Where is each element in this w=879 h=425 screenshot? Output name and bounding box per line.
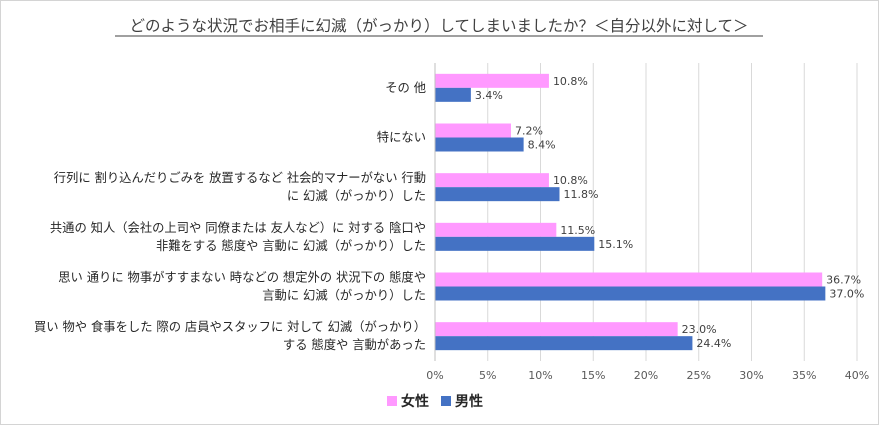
category-label: 思い 通りに 物事がすすまない 時などの 想定外の 状況下の 態度や — [58, 270, 426, 285]
category-label: 行列に 割り込んだりごみを 放置するなど 社会的マナーがない 行動 — [54, 170, 426, 185]
legend-label: 男性 — [455, 393, 483, 410]
data-label: 10.8% — [553, 75, 588, 88]
data-label: 11.5% — [560, 224, 595, 237]
data-label: 24.4% — [696, 337, 731, 350]
bar-male — [435, 87, 471, 102]
bars: 10.8%3.4%7.2%8.4%10.8%11.8%11.5%15.1%36.… — [434, 63, 864, 361]
legend-label: 女性 — [401, 393, 429, 410]
x-tick-label: 30% — [739, 369, 763, 382]
bar-male — [435, 336, 693, 351]
legend-swatch — [387, 396, 397, 406]
category-label: 非難をする 態度や 言動に 幻滅（がっかり）した — [156, 238, 426, 253]
data-label: 3.4% — [475, 89, 503, 102]
x-tick-label: 25% — [687, 369, 711, 382]
data-label: 11.8% — [563, 188, 598, 201]
bar-female — [435, 173, 549, 188]
bar-male — [435, 137, 524, 152]
chart-title: どのような状況でお相手に幻滅（がっかり）してしまいましたか？＜自分以外に対して＞ — [129, 17, 748, 35]
x-tick-label: 40% — [845, 369, 869, 382]
bar-male — [435, 187, 560, 202]
bar-female — [435, 322, 678, 337]
bar-female — [435, 73, 549, 88]
category-label: 特にない — [377, 130, 426, 145]
legend: 女性 男性 — [387, 393, 483, 410]
bar-female — [435, 272, 823, 287]
category-label: その 他 — [385, 81, 426, 95]
x-tick-label: 0% — [426, 369, 443, 382]
data-label: 10.8% — [553, 174, 588, 187]
data-label: 36.7% — [826, 274, 861, 287]
x-tick-label: 15% — [581, 369, 605, 382]
category-label: 買い 物や 食事をした 際の 店員やスタッフに 対して 幻滅（がっかり） — [34, 319, 426, 334]
data-label: 23.0% — [682, 323, 717, 336]
gridlines — [434, 63, 858, 361]
x-tick-label: 20% — [634, 369, 658, 382]
x-tick-label: 10% — [528, 369, 552, 382]
legend-swatch — [441, 396, 451, 406]
x-tick-label: 5% — [479, 369, 496, 382]
bar-female — [435, 222, 557, 237]
bar-female — [435, 123, 511, 138]
category-label: 共通の 知人（会社の上司や 同僚または 友人など）に 対する 陰口や — [50, 220, 426, 235]
x-tick-label: 35% — [792, 369, 816, 382]
category-label: に 幻滅（がっかり）した — [287, 188, 426, 203]
data-label: 7.2% — [515, 125, 543, 138]
category-label: する 態度や 言動があった — [283, 337, 426, 352]
data-label: 8.4% — [528, 139, 556, 152]
x-tick-labels: 0% 5% 10% 15% 20% 25% 30% 35% 40% — [426, 369, 869, 382]
data-label: 15.1% — [598, 238, 633, 251]
category-label: 言動に 幻滅（がっかり）した — [262, 288, 426, 303]
bar-male — [435, 236, 595, 251]
bar-male — [435, 286, 826, 301]
data-label: 37.0% — [829, 288, 864, 301]
